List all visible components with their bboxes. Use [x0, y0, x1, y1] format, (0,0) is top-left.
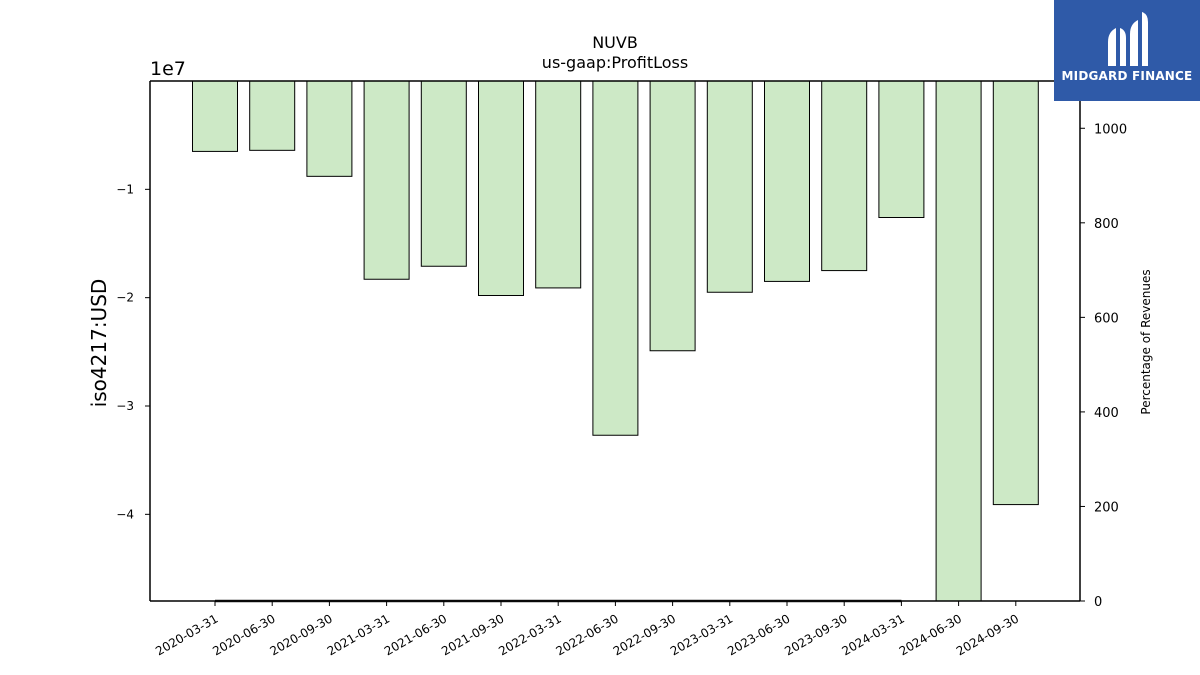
bar — [706, 80, 753, 293]
bar — [878, 80, 925, 218]
bar — [192, 80, 238, 152]
x-tick-label: 2022-06-30 — [553, 611, 620, 658]
x-tick-label: 2023-09-30 — [782, 611, 849, 658]
x-tick-label: 2024-09-30 — [954, 611, 1021, 658]
y-axis-label: iso4217:USD — [87, 279, 111, 408]
bar — [535, 80, 582, 289]
midgard-finance-logo: MIDGARD FINANCE — [1054, 0, 1200, 101]
y2-tick-label: 800 — [1094, 217, 1119, 232]
y2-tick-label: 600 — [1094, 311, 1119, 326]
y-tick-label: −4 — [116, 507, 134, 521]
bar — [420, 80, 467, 267]
y-tick-label: −1 — [116, 182, 134, 196]
y-tick-label: −2 — [116, 291, 134, 305]
chart-title: NUVB — [592, 33, 638, 52]
logo-text: MIDGARD FINANCE — [1061, 69, 1193, 83]
x-tick-label: 2022-09-30 — [611, 611, 678, 658]
y2-tick-label: 200 — [1094, 500, 1119, 515]
x-tick-label: 2020-09-30 — [267, 611, 334, 658]
bar — [764, 80, 810, 282]
y2-tick-label: 0 — [1094, 595, 1102, 610]
y2-tick-label: 1000 — [1094, 122, 1127, 137]
y2-axis-label: Percentage of Revenues — [1139, 269, 1153, 414]
chart-subtitle: us-gaap:ProfitLoss — [542, 53, 688, 72]
x-tick-label: 2023-06-30 — [725, 611, 792, 658]
y-offset-label: 1e7 — [150, 58, 186, 80]
x-tick-label: 2021-06-30 — [382, 611, 449, 658]
bar — [249, 80, 296, 151]
x-tick-label: 2024-03-31 — [839, 611, 906, 658]
bar — [306, 80, 353, 177]
x-tick-label: 2020-06-30 — [210, 611, 277, 658]
bar — [992, 80, 1039, 506]
bar — [592, 80, 639, 436]
bar — [649, 80, 696, 352]
bar — [935, 80, 982, 602]
bar-series — [192, 80, 1039, 602]
bar — [478, 80, 524, 296]
x-tick-label: 2021-09-30 — [439, 611, 506, 658]
x-tick-label: 2024-06-30 — [897, 611, 964, 658]
x-tick-label: 2022-03-31 — [496, 611, 563, 658]
bar — [821, 80, 868, 272]
x-tick-label: 2021-03-31 — [325, 611, 392, 658]
y-tick-label: −3 — [116, 399, 134, 413]
x-tick-label: 2023-03-31 — [668, 611, 735, 658]
y2-tick-label: 400 — [1094, 406, 1119, 421]
bar — [363, 80, 410, 280]
logo-mark-icon — [1108, 12, 1148, 66]
x-tick-label: 2020-03-31 — [153, 611, 220, 658]
